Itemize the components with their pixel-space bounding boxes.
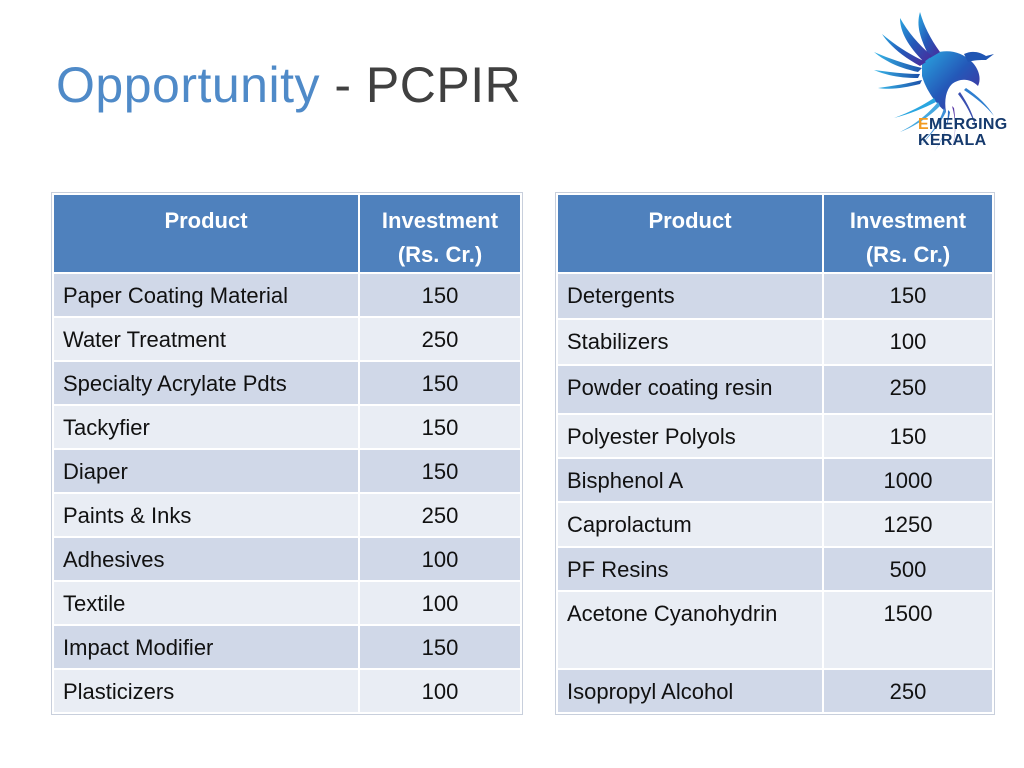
logo-wordmark: EMERGING KERALA (918, 117, 1008, 149)
investment-cell: 100 (358, 536, 522, 582)
logo-line1: EMERGING (918, 117, 1008, 133)
product-cell: Tackyfier (52, 404, 360, 450)
investment-cell: 500 (822, 546, 994, 592)
product-cell: Powder coating resin (556, 364, 824, 415)
product-cell: Bisphenol A (556, 457, 824, 503)
product-cell: PF Resins (556, 546, 824, 592)
table-row: Textile 100 (52, 580, 522, 626)
investment-cell: 150 (358, 360, 522, 406)
product-cell: Paints & Inks (52, 492, 360, 538)
table-row: Stabilizers 100 (556, 318, 994, 366)
product-cell: Adhesives (52, 536, 360, 582)
table-row: Diaper 150 (52, 448, 522, 494)
investment-cell: 1500 (822, 590, 994, 670)
product-cell: Stabilizers (556, 318, 824, 366)
investment-cell: 250 (358, 316, 522, 362)
investment-table-right: Product Investment (Rs. Cr.) Detergents 1… (555, 192, 995, 715)
product-cell: Caprolactum (556, 501, 824, 548)
logo-line1-rest: MERGING (928, 116, 1008, 133)
slide-title-rest: - PCPIR (319, 57, 522, 113)
product-cell: Polyester Polyols (556, 413, 824, 459)
table-row: Adhesives 100 (52, 536, 522, 582)
header-product: Product (52, 193, 360, 274)
table-header-row: Product Investment (Rs. Cr.) (52, 193, 522, 274)
investment-cell: 150 (358, 448, 522, 494)
product-cell: Specialty Acrylate Pdts (52, 360, 360, 406)
investment-cell: 1000 (822, 457, 994, 503)
product-cell: Water Treatment (52, 316, 360, 362)
investment-cell: 250 (358, 492, 522, 538)
table-row: Detergents 150 (556, 272, 994, 320)
table-row: Water Treatment 250 (52, 316, 522, 362)
table-row: Paper Coating Material 150 (52, 272, 522, 318)
investment-cell: 150 (822, 272, 994, 320)
product-cell: Textile (52, 580, 360, 626)
product-cell: Isopropyl Alcohol (556, 668, 824, 714)
logo-line2: KERALA (918, 132, 987, 149)
header-product: Product (556, 193, 824, 274)
investment-cell: 150 (358, 272, 522, 318)
product-cell: Plasticizers (52, 668, 360, 714)
table-row: Polyester Polyols 150 (556, 413, 994, 459)
product-cell: Acetone Cyanohydrin (556, 590, 824, 670)
emerging-kerala-logo (860, 8, 1024, 158)
slide-title: Opportunity - PCPIR (56, 58, 521, 113)
product-cell: Diaper (52, 448, 360, 494)
table-row: Plasticizers 100 (52, 668, 522, 714)
slide-title-accent: Opportunity (56, 57, 320, 113)
investment-cell: 250 (822, 364, 994, 415)
table-row: Impact Modifier 150 (52, 624, 522, 670)
logo-line1-first: E (918, 116, 929, 133)
header-investment: Investment (Rs. Cr.) (358, 193, 522, 274)
investment-cell: 250 (822, 668, 994, 714)
table-row: Powder coating resin 250 (556, 364, 994, 415)
investment-cell: 100 (358, 668, 522, 714)
table-row: Tackyfier 150 (52, 404, 522, 450)
bird-logo-icon (874, 12, 994, 152)
investment-cell: 100 (358, 580, 522, 626)
table-row: Acetone Cyanohydrin 1500 (556, 590, 994, 670)
table-row: Bisphenol A 1000 (556, 457, 994, 503)
table-row: Isopropyl Alcohol 250 (556, 668, 994, 714)
product-cell: Detergents (556, 272, 824, 320)
header-investment: Investment (Rs. Cr.) (822, 193, 994, 274)
table-row: Specialty Acrylate Pdts 150 (52, 360, 522, 406)
table-row: Paints & Inks 250 (52, 492, 522, 538)
investment-cell: 100 (822, 318, 994, 366)
table-row: Caprolactum 1250 (556, 501, 994, 548)
investment-table-left: Product Investment (Rs. Cr.) Paper Coati… (51, 192, 523, 715)
investment-cell: 150 (358, 624, 522, 670)
investment-cell: 1250 (822, 501, 994, 548)
product-cell: Paper Coating Material (52, 272, 360, 318)
table-row: PF Resins 500 (556, 546, 994, 592)
investment-cell: 150 (822, 413, 994, 459)
table-header-row: Product Investment (Rs. Cr.) (556, 193, 994, 274)
investment-cell: 150 (358, 404, 522, 450)
product-cell: Impact Modifier (52, 624, 360, 670)
